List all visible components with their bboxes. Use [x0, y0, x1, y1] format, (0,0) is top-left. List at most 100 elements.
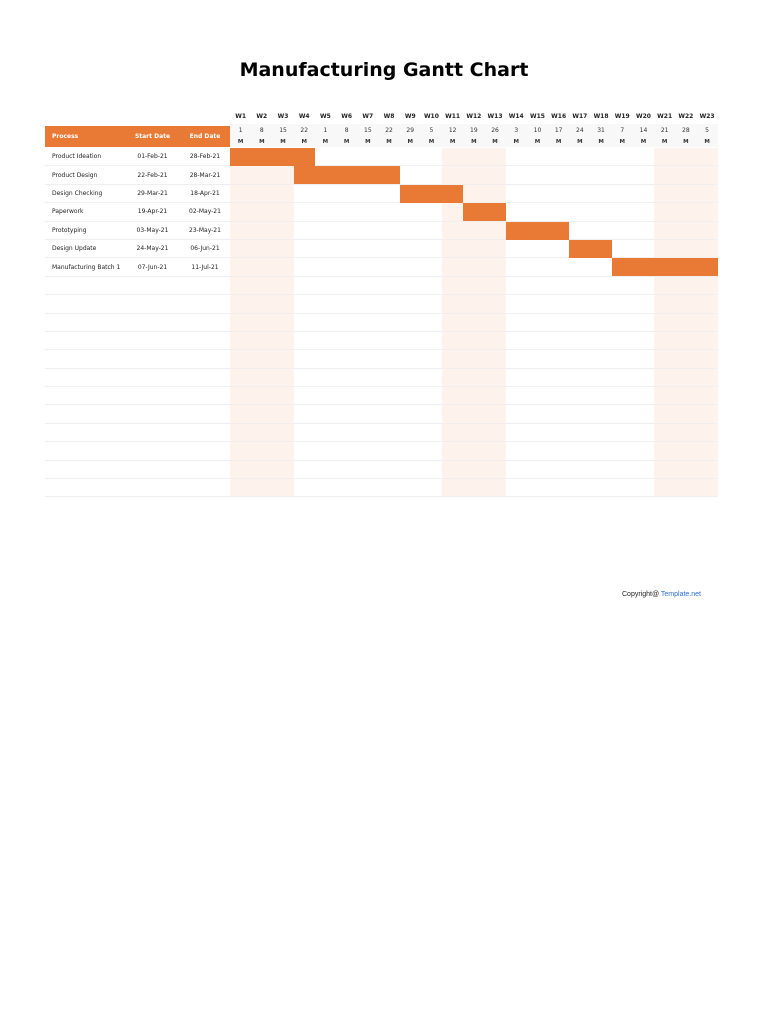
week-label: W1 [235, 112, 246, 120]
table-row [45, 369, 718, 388]
week-day-letter: M [449, 138, 456, 145]
week-day-letter: M [280, 138, 286, 145]
week-date: 22 [300, 126, 309, 134]
week-date: 12 [448, 126, 457, 134]
week-label: W21 [657, 112, 673, 120]
week-day-letter: M [661, 138, 668, 145]
footer: Copyright@ Template.net [622, 591, 701, 598]
end-date-cell: 23-May-21 [189, 226, 221, 234]
week-label: W20 [635, 112, 651, 120]
end-date-cell: 02-May-21 [189, 208, 221, 216]
process-cell: Product Design [52, 171, 98, 179]
week-date: 5 [429, 126, 434, 134]
task-rows: Product Ideation 01-Feb-21 28-Feb-21 Produc… [45, 148, 718, 498]
process-cell: Product Ideation [52, 153, 102, 161]
week-day-letter: M [237, 138, 244, 145]
week-day-letter: M [640, 138, 647, 145]
week-date: 3 [514, 126, 519, 134]
brand-link[interactable]: Template.net [660, 591, 701, 598]
week-date: 26 [491, 126, 499, 134]
end-date-cell: 28-Mar-21 [189, 171, 221, 179]
table-header: Process Start Date End Date [45, 126, 230, 147]
process-cell: Design Checking [52, 189, 103, 197]
start-date-cell: 22-Feb-21 [137, 171, 168, 179]
start-date-cell: 24-May-21 [136, 245, 169, 253]
end-date-cell: 11-Jul-21 [191, 263, 219, 271]
week-label: W11 [445, 112, 461, 120]
gantt-bar [505, 221, 570, 240]
table-row: Manufacturing Batch 1 07-Jun-21 11-Jul-21 [45, 258, 718, 277]
week-date: 8 [259, 126, 264, 134]
week-date: 5 [705, 126, 709, 134]
week-day-letter: M [301, 138, 307, 145]
page-title: Manufacturing Gantt Chart [239, 59, 529, 81]
table-row [45, 424, 718, 443]
end-date-cell: 28-Feb-21 [189, 153, 221, 161]
start-date-cell: 19-Apr-21 [137, 208, 168, 216]
week-date: 8 [344, 126, 349, 134]
week-day-letter: M [365, 138, 371, 145]
week-label: W23 [699, 112, 715, 120]
week-day-letter: M [555, 138, 562, 145]
faint-text [640, 518, 642, 525]
process-cell: Design Update [52, 245, 97, 253]
end-date-cell: 18-Apr-21 [190, 189, 220, 197]
week-date: 1 [238, 126, 243, 134]
week-label: W12 [466, 112, 482, 120]
week-day-letter: M [407, 138, 413, 145]
start-date-cell: 07-Jun-21 [137, 263, 168, 271]
week-day-letter: M [259, 138, 265, 145]
week-date: 15 [364, 126, 372, 134]
end-date-cell: 06-Jun-21 [190, 245, 220, 253]
table-row: Product Ideation 01-Feb-21 28-Feb-21 [45, 148, 718, 167]
week-label: W17 [572, 112, 588, 120]
table-row: Design Checking 29-Mar-21 18-Apr-21 [45, 185, 718, 204]
week-label: W9 [404, 112, 416, 120]
week-date: 7 [620, 126, 625, 134]
table-row [45, 387, 718, 406]
table-row [45, 479, 718, 498]
week-day-letter: M [619, 138, 625, 145]
gantt-bar [569, 240, 612, 258]
week-date: 15 [279, 126, 287, 134]
gantt-bar [230, 148, 315, 166]
week-label: W10 [423, 112, 439, 120]
header-start-date: Start Date [134, 133, 171, 140]
process-cell: Manufacturing Batch 1 [52, 263, 121, 271]
table-row: Design Update 24-May-21 06-Jun-21 [45, 240, 718, 259]
shaded-band [654, 148, 718, 497]
week-date: 14 [639, 126, 648, 134]
week-date: 31 [597, 126, 605, 134]
gantt-bar [463, 203, 506, 222]
table-row [45, 350, 718, 369]
week-date: 19 [470, 126, 478, 134]
shaded-bands [230, 148, 718, 497]
header-process: Process [52, 133, 79, 140]
week-label: W3 [277, 112, 289, 120]
week-date: 28 [682, 126, 690, 134]
week-label: W22 [678, 112, 694, 120]
week-day-letter: M [513, 138, 519, 145]
week-label: W16 [551, 112, 567, 120]
week-date: 17 [554, 126, 563, 134]
week-day-letter: M [428, 138, 435, 145]
start-date-cell: 01-Feb-21 [137, 153, 168, 161]
week-label: W5 [320, 112, 331, 120]
table-row [45, 442, 718, 461]
process-cell: Paperwork [52, 208, 84, 216]
week-day-letter: M [577, 138, 583, 145]
week-label: W18 [593, 112, 609, 120]
week-label: W6 [341, 112, 353, 120]
timeline-header: W1 W2 W3 W4 W5 W6 W7 W8 W9 W10 W11 W12 W13 W14 W15 W16 W… [230, 108, 718, 147]
start-date-cell: 03-May-21 [136, 226, 169, 234]
week-day-letter: M [322, 138, 329, 145]
table-row [45, 314, 718, 332]
week-day-letter: M [534, 138, 541, 145]
gantt-bar [399, 184, 464, 203]
week-label: W13 [487, 112, 503, 120]
week-day-letter: M [492, 138, 498, 145]
week-day-letter: M [343, 138, 350, 145]
week-day-letter: M [704, 138, 710, 145]
process-cell: Prototyping [52, 226, 87, 234]
